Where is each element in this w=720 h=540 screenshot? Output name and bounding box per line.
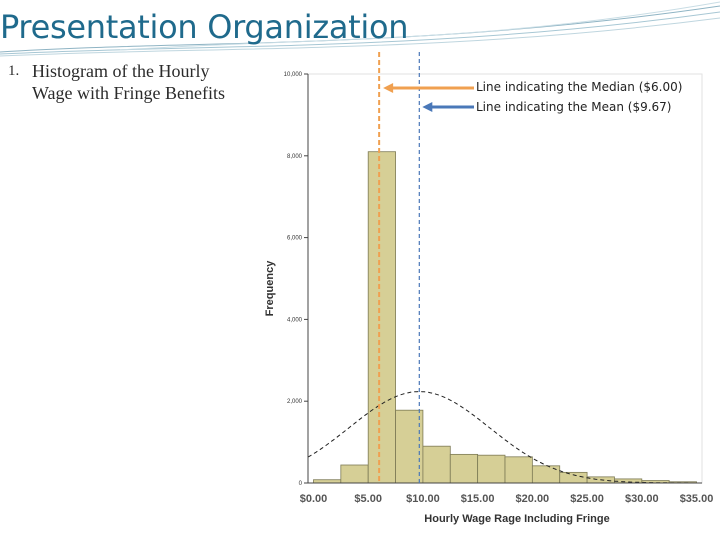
bullet-text-line-2: Wage with Fringe Benefits — [32, 83, 226, 103]
histogram-bar — [449, 453, 479, 484]
bullet-number: 1. — [8, 63, 20, 79]
median-annotation-label: Line indicating the Median ($6.00) — [476, 80, 683, 94]
y-tick-label: 10,000 — [284, 72, 303, 78]
y-tick-label: 0 — [299, 481, 303, 487]
median-arrow-head — [383, 83, 394, 93]
histogram-bar — [367, 151, 396, 484]
histogram-bar — [395, 409, 424, 484]
x-tick-label: $35.00 — [680, 493, 714, 505]
histogram-chart: 0 2,000 4,000 6,000 8,000 10,000 $0.00 $5.00 $10… — [264, 52, 714, 525]
histogram-bar — [422, 445, 451, 484]
y-tick-label: 4,000 — [287, 317, 303, 323]
x-tick-label: $25.00 — [570, 493, 604, 505]
mean-annotation-label: Line indicating the Mean ($9.67) — [476, 100, 672, 114]
histogram-bar — [559, 471, 588, 484]
x-axis-label: Hourly Wage Rage Including Fringe — [424, 513, 609, 525]
histogram-panel: 0 2,000 4,000 6,000 8,000 10,000 $0.00 $5.00 $10… — [250, 52, 716, 538]
title-swoosh-decoration — [0, 1, 720, 57]
histogram-bar — [531, 465, 561, 484]
x-tick-label: $0.00 — [300, 493, 328, 505]
bullet-item: 1. Histogram of the Hourly Wage with Fri… — [8, 60, 250, 104]
histogram-bar — [504, 456, 533, 484]
bullet-text-line-1: Histogram of the Hourly — [32, 61, 210, 81]
normal-curve — [307, 391, 702, 484]
x-tick-label: $5.00 — [354, 493, 382, 505]
mean-arrow-head — [422, 102, 433, 112]
x-tick-label: $15.00 — [461, 493, 495, 505]
bullet-text: Histogram of the Hourly Wage with Fringe… — [32, 60, 250, 104]
y-tick-label: 8,000 — [287, 154, 303, 160]
histogram-bar — [477, 454, 506, 484]
plot-area — [307, 73, 703, 484]
x-tick-label: $30.00 — [625, 493, 659, 505]
histogram-bar — [340, 464, 369, 484]
y-axis-label: Frequency — [264, 260, 276, 317]
x-tick-label: $10.00 — [406, 493, 440, 505]
y-tick-label: 2,000 — [287, 399, 303, 405]
slide-title: Presentation Organization — [0, 8, 409, 46]
y-tick-label: 6,000 — [287, 236, 303, 242]
x-tick-label: $20.00 — [516, 493, 550, 505]
